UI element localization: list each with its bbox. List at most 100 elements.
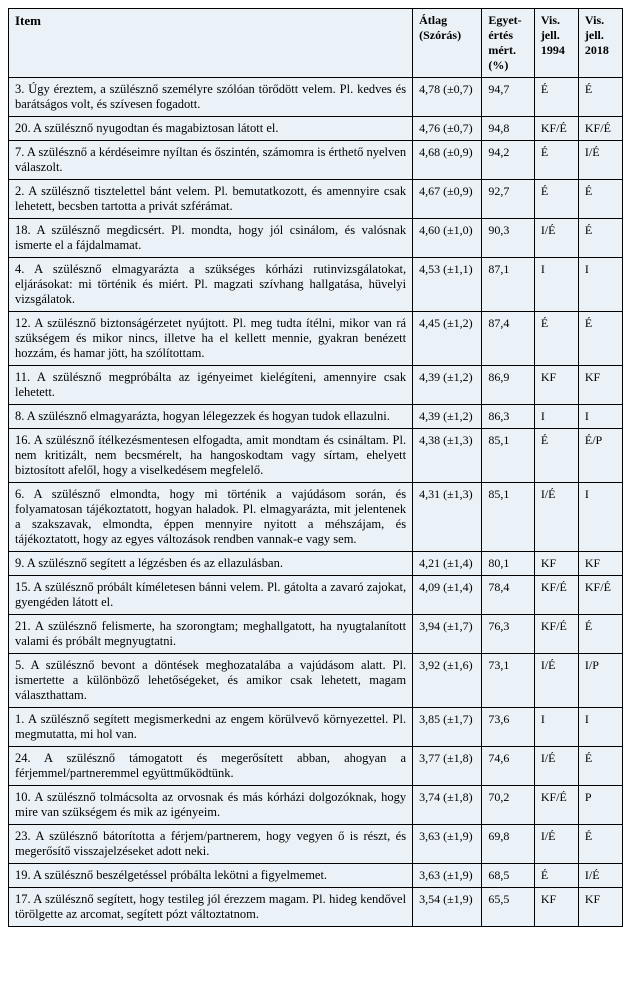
cell-agree: 94,8 [482,117,534,141]
table-row: 9. A szülésznő segített a légzésben és a… [9,552,623,576]
cell-v94: I [534,258,578,312]
cell-v18: É [578,78,622,117]
cell-avg: 4,09 (±1,4) [413,576,482,615]
cell-item: 7. A szülésznő a kérdéseimre nyíltan és … [9,141,413,180]
cell-v18: I [578,258,622,312]
cell-avg: 3,92 (±1,6) [413,654,482,708]
cell-agree: 94,7 [482,78,534,117]
cell-v18: É [578,180,622,219]
cell-agree: 86,3 [482,405,534,429]
table-row: 18. A szülésznő megdicsért. Pl. mondta, … [9,219,623,258]
cell-agree: 68,5 [482,864,534,888]
cell-avg: 3,85 (±1,7) [413,708,482,747]
cell-v18: KF [578,552,622,576]
table-row: 15. A szülésznő próbált kíméletesen bánn… [9,576,623,615]
cell-avg: 4,68 (±0,9) [413,141,482,180]
table-row: 1. A szülésznő segített megismerkedni az… [9,708,623,747]
cell-item: 3. Úgy éreztem, a szülésznő személyre sz… [9,78,413,117]
cell-avg: 4,53 (±1,1) [413,258,482,312]
table-row: 19. A szülésznő beszélgetéssel próbálta … [9,864,623,888]
table-row: 12. A szülésznő biztonságérzetet nyújtot… [9,312,623,366]
cell-v18: É [578,747,622,786]
table-row: 2. A szülésznő tisztelettel bánt velem. … [9,180,623,219]
cell-v18: É [578,825,622,864]
table-row: 23. A szülésznő bátorította a férjem/par… [9,825,623,864]
cell-item: 8. A szülésznő elmagyarázta, hogyan léle… [9,405,413,429]
cell-item: 6. A szülésznő elmondta, hogy mi történi… [9,483,413,552]
cell-v18: KF [578,366,622,405]
cell-v94: KF/É [534,576,578,615]
cell-v94: KF [534,552,578,576]
cell-item: 16. A szülésznő ítélkezésmentesen elfoga… [9,429,413,483]
cell-v94: KF/É [534,615,578,654]
cell-v18: É/P [578,429,622,483]
table-row: 21. A szülésznő felismerte, ha szorongta… [9,615,623,654]
cell-avg: 4,67 (±0,9) [413,180,482,219]
cell-v94: I/É [534,825,578,864]
cell-agree: 92,7 [482,180,534,219]
cell-item: 15. A szülésznő próbált kíméletesen bánn… [9,576,413,615]
cell-item: 4. A szülésznő elmagyarázta a szükséges … [9,258,413,312]
cell-v18: P [578,786,622,825]
cell-item: 1. A szülésznő segített megismerkedni az… [9,708,413,747]
cell-agree: 85,1 [482,429,534,483]
cell-v18: É [578,219,622,258]
cell-agree: 87,4 [482,312,534,366]
cell-item: 9. A szülésznő segített a légzésben és a… [9,552,413,576]
cell-item: 21. A szülésznő felismerte, ha szorongta… [9,615,413,654]
cell-avg: 3,63 (±1,9) [413,825,482,864]
col-header-agree: Egyet­értés mért. (%) [482,9,534,78]
cell-v18: I [578,708,622,747]
cell-avg: 4,39 (±1,2) [413,405,482,429]
cell-agree: 80,1 [482,552,534,576]
col-header-item: Item [9,9,413,78]
cell-v94: KF/É [534,786,578,825]
table-row: 24. A szülésznő támogatott és megerősíte… [9,747,623,786]
cell-agree: 85,1 [482,483,534,552]
cell-v94: É [534,312,578,366]
cell-avg: 4,39 (±1,2) [413,366,482,405]
cell-avg: 4,60 (±1,0) [413,219,482,258]
cell-v18: KF/É [578,117,622,141]
cell-item: 19. A szülésznő beszélgetéssel próbálta … [9,864,413,888]
cell-agree: 87,1 [482,258,534,312]
table-row: 11. A szülésznő megpróbálta az igényeime… [9,366,623,405]
cell-agree: 78,4 [482,576,534,615]
cell-v18: I/É [578,141,622,180]
cell-avg: 4,76 (±0,7) [413,117,482,141]
cell-agree: 74,6 [482,747,534,786]
cell-v94: KF/É [534,117,578,141]
cell-item: 20. A szülésznő nyugodtan és magabiztosa… [9,117,413,141]
cell-v94: I [534,708,578,747]
cell-v94: É [534,78,578,117]
table-row: 8. A szülésznő elmagyarázta, hogyan léle… [9,405,623,429]
cell-item: 12. A szülésznő biztonságérzetet nyújtot… [9,312,413,366]
cell-agree: 86,9 [482,366,534,405]
cell-avg: 3,77 (±1,8) [413,747,482,786]
cell-agree: 94,2 [482,141,534,180]
table-row: 6. A szülésznő elmondta, hogy mi történi… [9,483,623,552]
cell-item: 2. A szülésznő tisztelettel bánt velem. … [9,180,413,219]
table-row: 20. A szülésznő nyugodtan és magabiztosa… [9,117,623,141]
table-row: 5. A szülésznő bevont a döntések meghoza… [9,654,623,708]
cell-agree: 90,3 [482,219,534,258]
col-header-v94: Vis. jell. 1994 [534,9,578,78]
cell-v94: KF [534,888,578,927]
table-row: 17. A szülésznő segített, hogy testileg … [9,888,623,927]
cell-v94: KF [534,366,578,405]
cell-avg: 3,74 (±1,8) [413,786,482,825]
cell-avg: 4,45 (±1,2) [413,312,482,366]
cell-avg: 3,63 (±1,9) [413,864,482,888]
table-row: 16. A szülésznő ítélkezésmentesen elfoga… [9,429,623,483]
cell-item: 11. A szülésznő megpróbálta az igényeime… [9,366,413,405]
cell-v94: É [534,180,578,219]
cell-v18: KF/É [578,576,622,615]
cell-avg: 4,21 (±1,4) [413,552,482,576]
col-header-avg: Átlag (Szórás) [413,9,482,78]
cell-v94: I/É [534,654,578,708]
col-header-v18: Vis. jell. 2018 [578,9,622,78]
cell-agree: 73,6 [482,708,534,747]
table-row: 4. A szülésznő elmagyarázta a szükséges … [9,258,623,312]
cell-item: 18. A szülésznő megdicsért. Pl. mondta, … [9,219,413,258]
cell-v94: I/É [534,483,578,552]
